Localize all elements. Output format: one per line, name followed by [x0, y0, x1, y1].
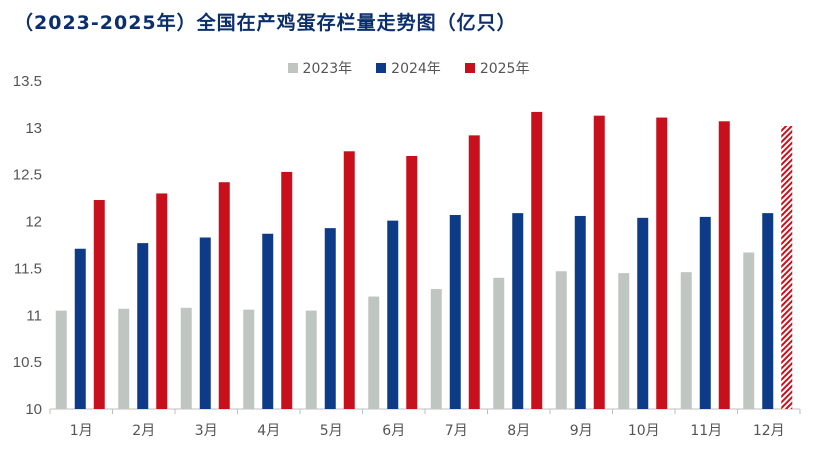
bar — [743, 252, 755, 409]
legend-label-2025: 2025年 — [479, 61, 530, 77]
bar — [180, 307, 192, 409]
bar — [574, 215, 586, 409]
bar — [74, 248, 86, 409]
bar — [762, 213, 774, 409]
bar — [118, 308, 130, 409]
legend-item-2024: 2024年 — [376, 58, 441, 78]
legend-swatch-2025 — [464, 63, 475, 73]
x-axis: 1月 2月 3月 4月 5月 6月 7月 8月 9月 10月 11月 12月 — [49, 408, 801, 439]
x-tick-label: 8月 — [507, 423, 530, 439]
y-tick-label: 11 — [26, 307, 42, 324]
bar-forecast — [781, 125, 793, 410]
y-tick-label: 12.5 — [13, 167, 42, 184]
x-tick-label: 11月 — [690, 423, 722, 439]
bar — [593, 115, 605, 409]
bar — [618, 273, 630, 409]
x-tick-label: 3月 — [195, 423, 218, 439]
bar — [218, 182, 230, 409]
bar — [199, 237, 211, 409]
y-tick-label: 13.5 — [13, 73, 42, 90]
bar — [512, 213, 524, 409]
bar — [430, 289, 442, 409]
bar — [93, 200, 105, 409]
chart-legend: 2023年 2024年 2025年 — [0, 58, 817, 78]
bars — [55, 111, 793, 410]
bar — [637, 217, 649, 409]
bar — [493, 277, 505, 409]
x-tick-label: 6月 — [382, 423, 405, 439]
x-tick-label: 5月 — [320, 423, 343, 439]
bar — [680, 272, 692, 409]
bar — [368, 296, 380, 409]
bar — [555, 271, 567, 409]
bar — [699, 216, 711, 409]
legend-label-2023: 2023年 — [302, 61, 353, 77]
y-tick-label: 13 — [25, 120, 42, 137]
x-tick-label: 12月 — [753, 423, 785, 439]
y-tick-label: 11.5 — [14, 260, 42, 277]
y-axis: 10 10.5 11 11.5 12 12.5 13 13.5 — [13, 73, 42, 418]
x-tick-label: 1月 — [70, 423, 93, 439]
bar — [137, 243, 149, 409]
bar — [343, 151, 355, 410]
x-tick-label: 7月 — [445, 423, 468, 439]
legend-label-2024: 2024年 — [391, 61, 441, 77]
bar — [156, 193, 168, 409]
bar — [305, 310, 317, 409]
legend-swatch-2024 — [376, 63, 387, 73]
bar — [387, 220, 399, 409]
y-tick-label: 12 — [25, 214, 42, 231]
bar — [449, 215, 461, 409]
legend-swatch-2023 — [287, 63, 298, 73]
x-tick-label: 9月 — [570, 423, 593, 439]
x-tick-label: 10月 — [628, 423, 660, 439]
bar — [262, 233, 274, 409]
y-tick-label: 10.5 — [13, 354, 42, 371]
bar — [406, 155, 418, 409]
bar — [281, 171, 293, 409]
bar — [468, 135, 480, 409]
bar — [718, 121, 730, 409]
bar — [656, 117, 668, 409]
bar — [531, 111, 543, 409]
y-tick-label: 10 — [25, 401, 42, 418]
x-tick-label: 4月 — [257, 423, 280, 439]
bar — [243, 309, 255, 409]
legend-item-2025: 2025年 — [464, 58, 530, 78]
legend-item-2023: 2023年 — [287, 58, 353, 78]
bar — [324, 228, 336, 409]
chart-title: （2023-2025年）全国在产鸡蛋存栏量走势图（亿只） — [14, 12, 517, 34]
x-tick-label: 2月 — [132, 423, 155, 439]
bar — [55, 310, 67, 409]
